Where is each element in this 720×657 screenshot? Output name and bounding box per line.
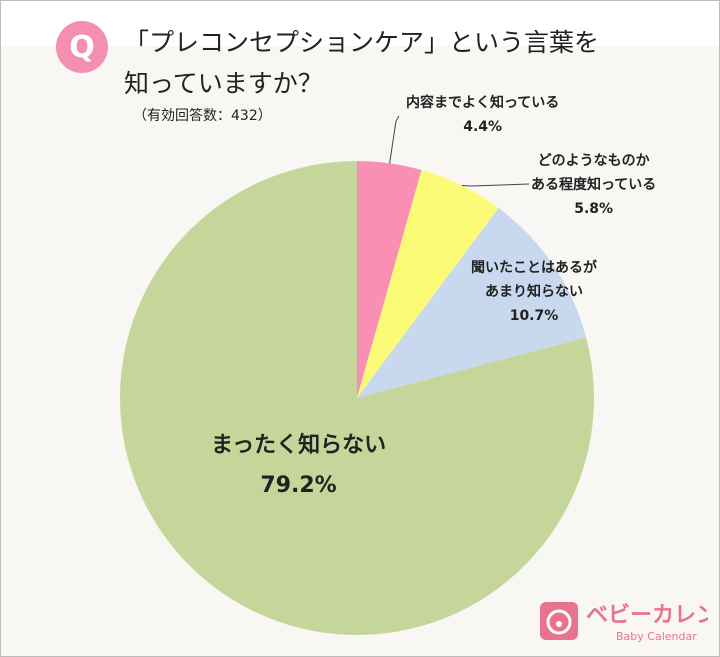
pie-slice-3 — [119, 161, 594, 635]
q-badge: Q — [56, 21, 108, 73]
sample-size: （有効回答数：432） — [133, 108, 272, 124]
label-2: 聞いたことはあるが あまり知らない 10.7% — [471, 260, 597, 324]
pie-slice-1 — [357, 169, 499, 398]
logo-text: ベビーカレンダー — [586, 602, 708, 628]
label-3: まったく知らない 79.2% — [211, 433, 387, 498]
logo: ベビーカレンダー Baby Calendar — [538, 596, 719, 650]
logo-sub: Baby Calendar — [616, 630, 697, 643]
label-0: 内容までよく知っている 4.4% — [406, 95, 560, 135]
pie-slice-2 — [357, 207, 587, 398]
chart-title-line2: 知っていますか？ — [124, 69, 323, 98]
header-band — [1, 1, 719, 46]
pie-slice-0 — [357, 161, 422, 398]
chart-title-line1: 「プレコンセプションケア」という言葉を — [124, 28, 600, 57]
leader-line-0 — [389, 115, 400, 164]
logo-icon: ベビーカレンダー Baby Calendar — [540, 602, 719, 643]
leader-line-1 — [461, 183, 530, 187]
label-1: どのようなものか ある程度知っている 5.8% — [531, 153, 657, 217]
